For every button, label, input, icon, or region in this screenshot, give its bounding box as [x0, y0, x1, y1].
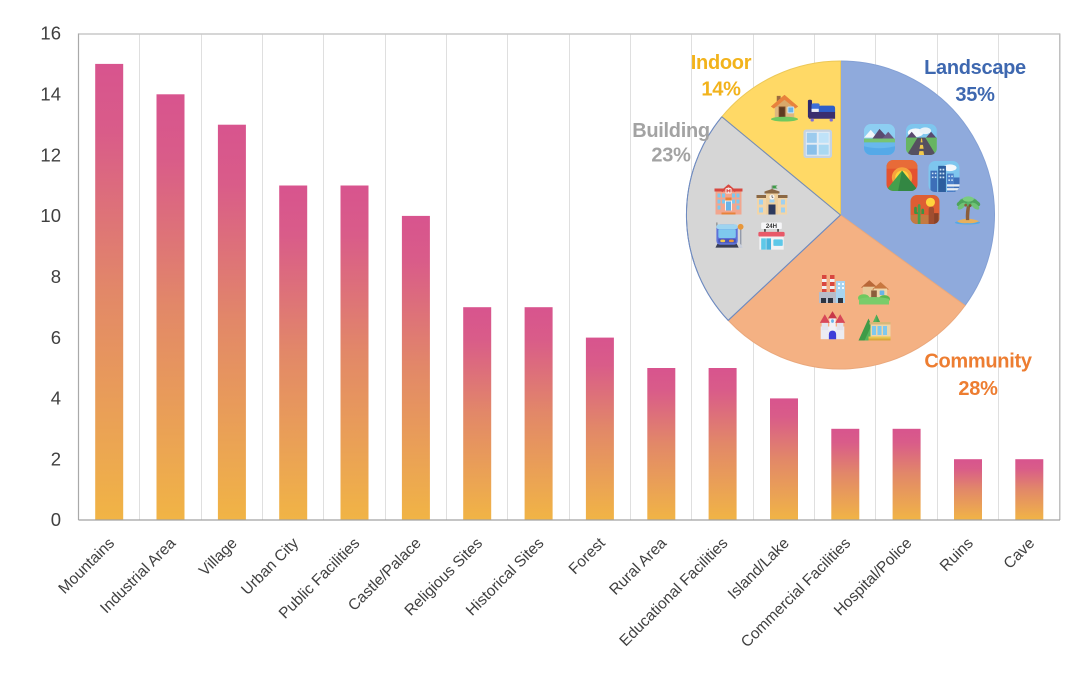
svg-text:Landscape: Landscape: [924, 57, 1026, 79]
svg-text:Community: Community: [924, 351, 1032, 373]
svg-text:10: 10: [40, 205, 61, 226]
svg-text:8: 8: [51, 266, 61, 287]
svg-text:Indoor: Indoor: [691, 52, 752, 74]
svg-text:2: 2: [51, 448, 61, 469]
svg-text:0: 0: [51, 509, 61, 530]
svg-text:16: 16: [40, 23, 61, 44]
svg-text:12: 12: [40, 144, 61, 165]
svg-text:23%: 23%: [651, 145, 691, 167]
svg-text:Building: Building: [632, 120, 710, 142]
svg-text:28%: 28%: [958, 378, 998, 400]
svg-text:6: 6: [51, 327, 61, 348]
svg-text:4: 4: [51, 388, 61, 409]
svg-text:35%: 35%: [955, 84, 995, 106]
svg-text:14%: 14%: [701, 79, 741, 101]
svg-text:14: 14: [40, 84, 61, 105]
